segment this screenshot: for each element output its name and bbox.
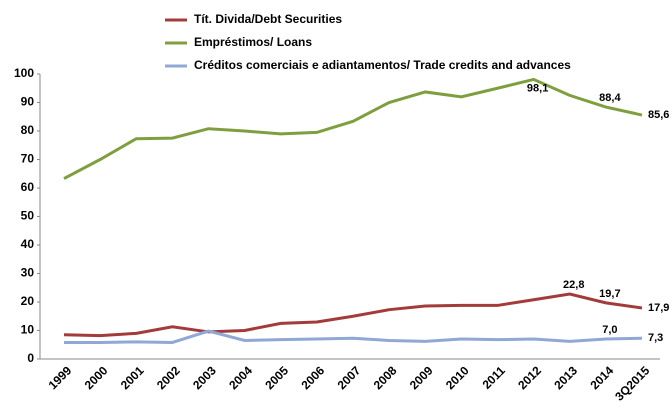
x-tick-label: 2012 <box>515 363 544 392</box>
y-tick-label: 10 <box>21 323 35 337</box>
legend-label: Empréstimos/ Loans <box>194 35 312 49</box>
legend-label: Créditos comerciais e adiantamentos/ Tra… <box>194 58 571 72</box>
x-tick-label: 2010 <box>443 363 472 392</box>
x-tick-label: 2001 <box>118 363 147 392</box>
x-tick-label: 2002 <box>154 363 183 392</box>
legend-label: Tít. Divida/Debt Securities <box>194 12 342 26</box>
data-label: 7,0 <box>602 324 617 336</box>
y-tick-label: 60 <box>21 180 35 194</box>
y-tick-label: 100 <box>14 66 34 80</box>
y-tick-label: 50 <box>21 209 35 223</box>
x-tick-label: 1999 <box>46 363 75 392</box>
x-tick-label: 2000 <box>82 363 111 392</box>
x-tick-label: 2007 <box>335 363 364 392</box>
x-tick-label: 2003 <box>190 363 219 392</box>
data-label: 88,4 <box>599 92 621 104</box>
y-tick-label: 40 <box>21 237 35 251</box>
y-tick-label: 70 <box>21 152 35 166</box>
y-tick-label: 30 <box>21 266 35 280</box>
series-line <box>63 77 643 180</box>
data-label: 98,1 <box>527 82 548 94</box>
x-tick-label: 3Q2015 <box>612 363 652 403</box>
y-tick-label: 20 <box>21 294 35 308</box>
data-label: 7,3 <box>648 332 663 344</box>
x-tick-label: 2011 <box>480 363 509 392</box>
y-tick-label: 80 <box>21 123 35 137</box>
data-label: 17,9 <box>648 302 669 314</box>
x-tick-label: 2009 <box>407 363 436 392</box>
data-label: 19,7 <box>599 288 620 300</box>
x-tick-label: 2005 <box>262 363 291 392</box>
data-label: 22,8 <box>563 279 584 291</box>
x-tick-label: 2006 <box>298 363 327 392</box>
y-tick-label: 90 <box>21 95 35 109</box>
series-line <box>64 329 643 344</box>
series-line <box>63 292 643 338</box>
x-tick-label: 2008 <box>371 363 400 392</box>
y-tick-label: 0 <box>27 351 34 365</box>
x-tick-label: 2013 <box>551 363 580 392</box>
x-tick-label: 2014 <box>587 363 616 392</box>
data-label: 85,6 <box>648 109 669 121</box>
x-tick-label: 2004 <box>226 363 255 392</box>
